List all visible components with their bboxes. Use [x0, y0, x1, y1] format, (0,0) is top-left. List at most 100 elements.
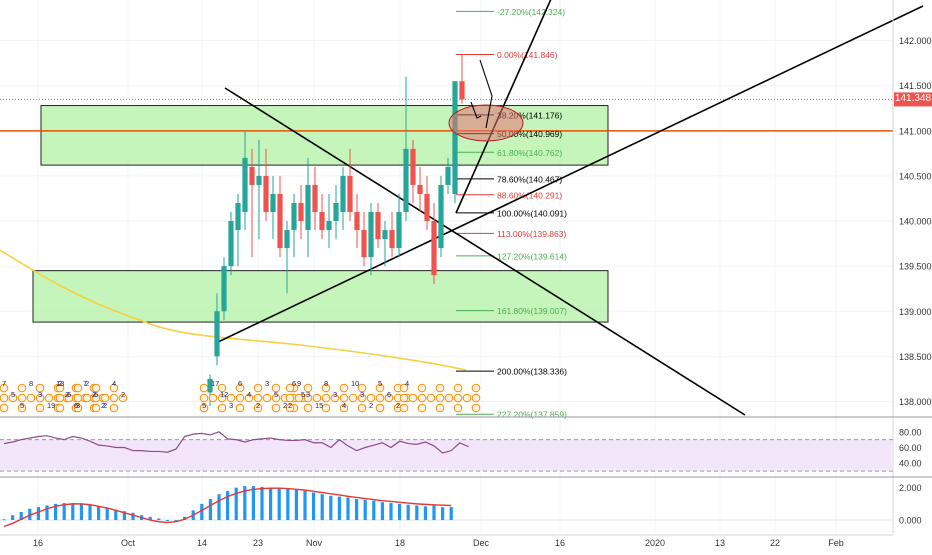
event-marker: [366, 393, 376, 403]
candle-body: [291, 202, 297, 231]
event-count-label: 6: [74, 401, 78, 410]
candle-body: [368, 212, 374, 258]
candle-body: [347, 175, 353, 213]
event-marker: [303, 403, 313, 413]
event-marker: [91, 403, 101, 413]
event-marker: [100, 393, 110, 403]
event-marker: [399, 383, 409, 393]
event-marker: [303, 393, 313, 403]
macd-histogram-bar: [79, 503, 83, 521]
event-count-label: 4: [405, 379, 409, 388]
price-axis-tick-label: 139.000: [899, 307, 932, 317]
event-marker: [253, 403, 263, 413]
event-count-label: 3: [229, 401, 233, 410]
event-marker: [55, 393, 65, 403]
event-count-label: 10: [351, 379, 359, 388]
event-marker: [109, 403, 119, 413]
event-marker: [453, 403, 463, 413]
price-axis-tick-label: 140.000: [899, 217, 932, 227]
macd-histogram-bar: [105, 507, 109, 521]
event-count-label: 3: [333, 390, 337, 399]
fibonacci-level-label: 0.00%(141.846): [497, 50, 558, 60]
event-marker: [199, 403, 209, 413]
event-marker: [399, 403, 409, 413]
macd-histogram-bar: [165, 520, 169, 522]
macd-histogram-bar: [337, 496, 341, 521]
fibonacci-level-label: 127.20%(139.614): [497, 251, 567, 261]
macd-histogram-bar: [363, 499, 367, 521]
event-count-label: 2: [256, 401, 260, 410]
event-marker: [17, 393, 27, 403]
event-marker: [417, 383, 427, 393]
macd-histogram-bar: [260, 486, 264, 521]
event-marker: [64, 393, 74, 403]
event-marker: [55, 403, 65, 413]
candle-body: [284, 230, 290, 249]
candle-body: [319, 212, 325, 231]
macd-histogram-bar: [320, 494, 324, 521]
event-marker: [91, 383, 101, 393]
event-marker: [294, 393, 304, 403]
event-marker: [109, 383, 119, 393]
event-marker: [462, 393, 472, 403]
event-marker: [285, 393, 295, 403]
macd-histogram-bar: [355, 499, 359, 521]
event-marker: [262, 393, 272, 403]
event-marker: [453, 383, 463, 393]
event-marker: [226, 393, 236, 403]
event-marker: [339, 403, 349, 413]
event-marker: [8, 393, 18, 403]
event-count-label: 6: [238, 379, 242, 388]
event-marker: [35, 383, 45, 393]
event-marker: [217, 383, 227, 393]
price-axis-tick-label: 139.500: [899, 262, 932, 272]
price-axis-tick-label: 140.500: [899, 171, 932, 181]
macd-histogram-bar: [312, 492, 316, 521]
event-count-label: 17: [211, 379, 219, 388]
candle-body: [270, 193, 276, 213]
event-count-label: 4: [247, 390, 251, 399]
event-marker: [348, 393, 358, 403]
macd-histogram-bar: [415, 505, 419, 521]
price-axis-tick-label: 141.000: [899, 126, 932, 136]
candle-body: [459, 81, 465, 100]
descending-trendline: [224, 87, 746, 416]
rsi-axis-tick-label: 40.00: [899, 459, 922, 469]
candle-body: [410, 148, 416, 185]
event-count-label: 13: [56, 379, 64, 388]
candle-body: [445, 166, 451, 185]
fibonacci-level-label: 113.00%(139.863): [497, 229, 566, 239]
event-count-label: 2: [369, 401, 373, 410]
event-marker: [375, 393, 385, 403]
rsi-line: [3, 431, 469, 454]
macd-histogram-bar: [114, 509, 118, 521]
event-count-label: 8: [29, 379, 33, 388]
event-marker: [44, 393, 54, 403]
candle-body: [354, 212, 360, 231]
event-marker: [399, 393, 409, 403]
candle-body: [403, 148, 409, 213]
event-marker: [271, 383, 281, 393]
event-count-label: 3: [76, 401, 80, 410]
arrow-down-annotation: [470, 101, 482, 119]
event-marker: [208, 393, 218, 403]
candle-body: [333, 202, 339, 222]
macd-histogram-bar: [406, 504, 410, 521]
macd-histogram-bar: [372, 500, 376, 521]
candle-body: [438, 184, 444, 249]
event-count-label: 7: [83, 379, 87, 388]
candle-body: [375, 212, 381, 240]
event-marker: [453, 393, 463, 403]
price-axis-tick-label: 138.500: [899, 352, 932, 362]
fibonacci-level-label: 61.80%(140.762): [497, 148, 562, 158]
event-marker: [357, 403, 367, 413]
event-marker: [321, 403, 331, 413]
event-count-label: 2: [103, 401, 107, 410]
event-count-label: 2: [85, 379, 89, 388]
time-axis-tick-label: 23: [253, 538, 263, 548]
candle-body: [389, 230, 395, 249]
moving-average-line: [0, 249, 467, 371]
candle-body: [221, 266, 227, 312]
candle-body: [312, 184, 318, 213]
